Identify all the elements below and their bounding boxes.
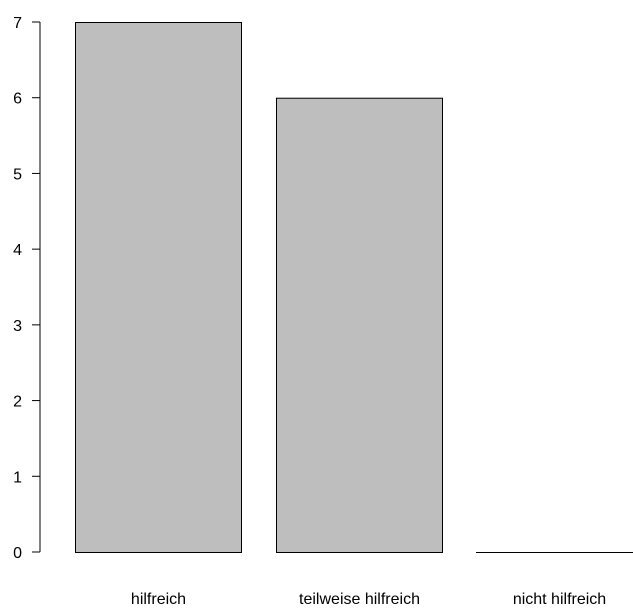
x-category-label: teilweise hilfreich: [299, 591, 420, 608]
y-tick-label: 6: [13, 91, 22, 108]
x-category-label: hilfreich: [131, 591, 186, 608]
y-tick-label: 1: [13, 469, 22, 486]
y-tick-label: 0: [13, 545, 22, 562]
y-tick-label: 3: [13, 318, 22, 335]
x-axis-labels: hilfreich teilweise hilfreich nicht hilfre…: [131, 591, 606, 608]
y-tick-label: 7: [13, 15, 22, 32]
x-category-label: nicht hilfreich: [513, 591, 606, 608]
bar-2: [276, 97, 443, 553]
bar-1: [75, 22, 242, 553]
bars: [75, 22, 633, 553]
y-axis: 0 1 2 3 4 5 6 7: [13, 15, 41, 562]
y-tick-label: 2: [13, 394, 22, 411]
y-tick-label: 5: [13, 166, 22, 183]
y-tick-label: 4: [13, 242, 22, 259]
